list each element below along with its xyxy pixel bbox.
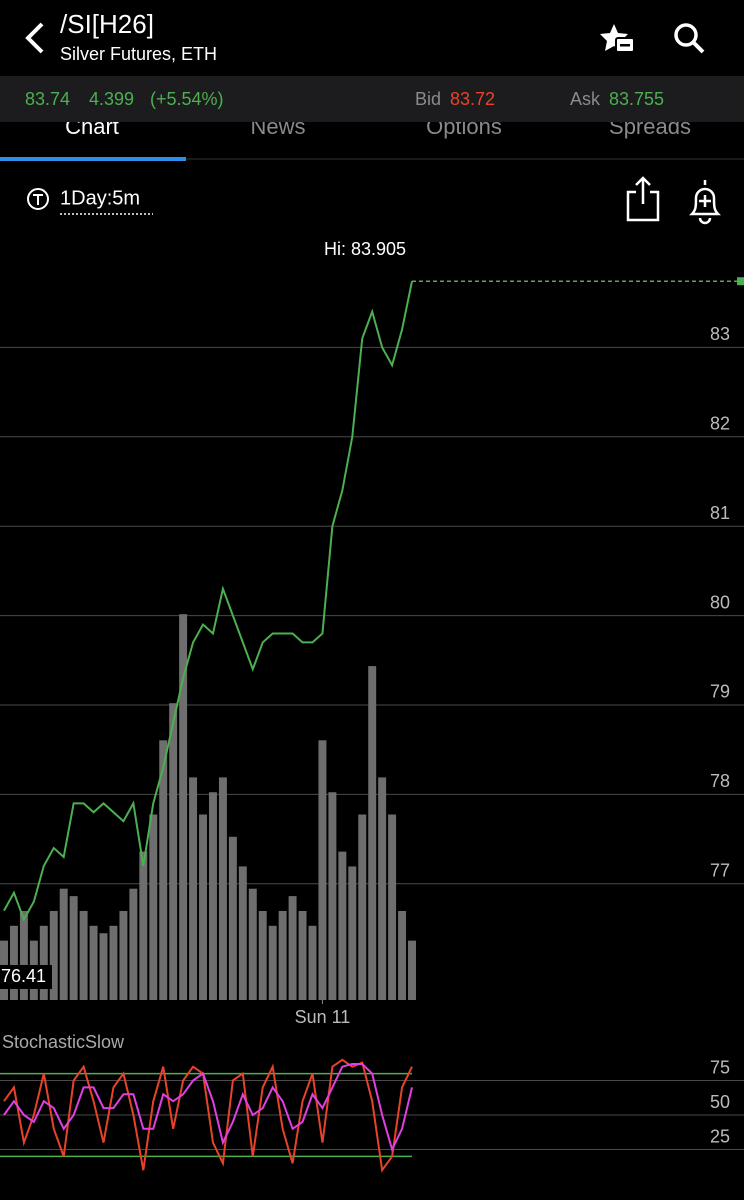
title: /SI[H26] [60,9,154,39]
quote-bar [0,76,744,122]
volume-bar [368,666,377,1000]
volume-bar [268,925,277,1000]
volume-bar [398,910,407,1000]
volume-bar [238,866,247,1000]
volume-bar [408,940,416,1000]
volume-bar [89,925,98,1000]
share-button[interactable] [626,176,660,222]
volume-bar [199,814,208,1000]
ask-label: Ask [570,89,601,109]
volume-bar [328,792,337,1000]
indicator-line [3,1062,413,1153]
tool-icon[interactable] [27,188,49,210]
volume-bar [248,888,257,1000]
y-tick-label: 25 [710,1126,730,1146]
volume-bar [139,851,148,1000]
watchlist-button[interactable] [600,24,635,53]
volume-bar [348,866,357,1000]
bid: 83.72 [450,89,495,109]
last-price: 83.74 [25,89,70,109]
indicator-line [3,1058,413,1173]
volume-bar [278,910,287,1000]
subtitle: Silver Futures, ETH [60,44,217,64]
price-line [3,281,413,922]
y-tick-label: 50 [710,1092,730,1112]
bid-label: Bid [415,89,441,109]
volume-bar [9,925,18,1000]
x-tick-label: Sun 11 [295,1007,351,1027]
y-tick-label: 82 [710,414,730,434]
volume-bar [218,777,227,1000]
y-tick-label: 80 [710,592,730,612]
volume-bar [59,888,68,1000]
volume-bar [298,910,307,1000]
y-tick-label: 78 [710,771,730,791]
volume-bar [318,740,327,1000]
y-tick-label: 79 [710,682,730,702]
y-tick-label: 77 [710,861,730,881]
volume-bar [109,925,118,1000]
y-tick-label: 81 [710,503,730,523]
volume-bar [378,777,387,1000]
volume-bar [338,851,347,1000]
last-price-marker [737,277,744,286]
period-selector[interactable]: 1Day:5m [60,187,140,209]
volume-bar [19,910,28,1000]
indicator-title: StochasticSlow [2,1032,125,1052]
volume-bar [208,792,217,1000]
volume-bar [79,910,88,1000]
alert-button[interactable] [688,180,722,225]
low-label: 76.41 [1,966,46,986]
search-button[interactable] [674,23,705,54]
y-tick-label: 75 [710,1057,730,1077]
volume-bar [49,910,58,1000]
volume-bar [258,910,267,1000]
high-label: Hi: 83.905 [324,239,406,259]
volume-bar [358,814,367,1000]
volume-bar [149,814,158,1000]
volume-bar [228,836,237,1000]
y-tick-label: 83 [710,324,730,344]
volume-bar [388,814,397,1000]
change-pct: (+5.54%) [150,89,224,109]
volume-bar [288,896,297,1000]
back-button[interactable] [25,22,44,54]
volume-bar [189,777,198,1000]
ask: 83.755 [609,89,664,109]
volume-bar [159,740,168,1000]
tab-indicator [0,157,186,161]
volume-bar [39,925,48,1000]
volume-bar [169,703,178,1000]
volume-bar [179,614,188,1000]
low-label-bg [0,965,52,989]
volume-bar [69,896,78,1000]
volume-bar [129,888,138,1000]
volume-bar [119,910,128,1000]
change: 4.399 [89,89,134,109]
volume-bar [99,933,108,1000]
volume-bar [308,925,317,1000]
